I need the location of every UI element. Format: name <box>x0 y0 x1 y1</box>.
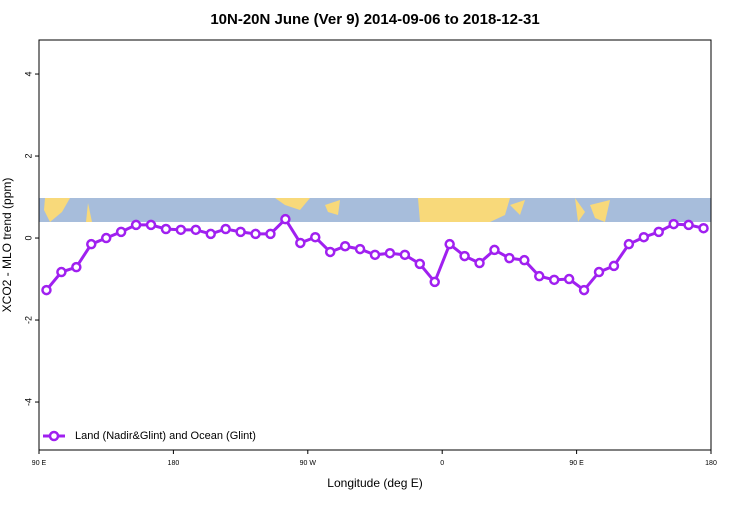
y-tick-label: 0 <box>23 236 33 241</box>
x-tick-label: 90 E <box>569 460 584 467</box>
point <box>474 257 485 269</box>
point <box>115 226 127 238</box>
point <box>71 261 82 273</box>
y-tick-label: -2 <box>23 316 33 324</box>
point <box>41 284 52 296</box>
point <box>86 238 97 250</box>
point <box>653 226 664 238</box>
point <box>295 237 306 249</box>
point <box>130 219 142 231</box>
point <box>160 223 172 235</box>
legend-label: Land (Nadir&Glint) and Ocean (Glint) <box>75 430 256 442</box>
point <box>698 222 709 234</box>
point <box>220 223 231 235</box>
x-tick-label: 180 <box>168 460 180 467</box>
point <box>384 247 396 259</box>
point <box>100 232 112 244</box>
y-tick-label: -4 <box>23 398 33 406</box>
legend-marker <box>48 430 60 442</box>
point <box>489 244 500 256</box>
point <box>250 228 261 240</box>
point <box>534 270 545 282</box>
plot-frame <box>38 39 712 451</box>
point <box>235 226 246 238</box>
point <box>190 224 202 236</box>
point <box>668 218 679 230</box>
chart-title: 10N-20N June (Ver 9) 2014-09-06 to 2018-… <box>210 11 539 28</box>
x-tick-label: 90 W <box>300 460 317 467</box>
x-tick-label: 0 <box>440 460 444 467</box>
point <box>205 228 216 240</box>
point <box>623 238 635 250</box>
point <box>578 284 590 296</box>
point <box>563 273 575 285</box>
y-tick-label: 2 <box>23 154 33 159</box>
point <box>593 266 605 278</box>
map-strip <box>39 198 711 222</box>
x-tick-label: 90 E <box>32 460 47 467</box>
point <box>519 254 530 266</box>
point <box>608 260 620 272</box>
point <box>369 249 381 261</box>
point <box>175 224 187 236</box>
y-axis-label: XCO2 - MLO trend (ppm) <box>0 178 14 313</box>
point <box>638 231 650 243</box>
point <box>399 249 411 261</box>
point <box>280 213 291 225</box>
point <box>414 258 426 270</box>
point <box>265 228 276 240</box>
point <box>310 231 321 243</box>
point <box>324 246 336 258</box>
x-axis-label: Longitude (deg E) <box>327 476 422 490</box>
point <box>145 219 157 231</box>
point <box>429 276 440 288</box>
point <box>548 274 560 286</box>
x-tick-label: 180 <box>705 460 717 467</box>
point <box>444 238 455 250</box>
y-tick-label: 4 <box>23 72 33 77</box>
point <box>683 219 694 231</box>
point <box>504 252 515 264</box>
point <box>459 250 470 262</box>
point <box>354 243 366 255</box>
point <box>56 266 67 278</box>
point <box>339 240 351 252</box>
